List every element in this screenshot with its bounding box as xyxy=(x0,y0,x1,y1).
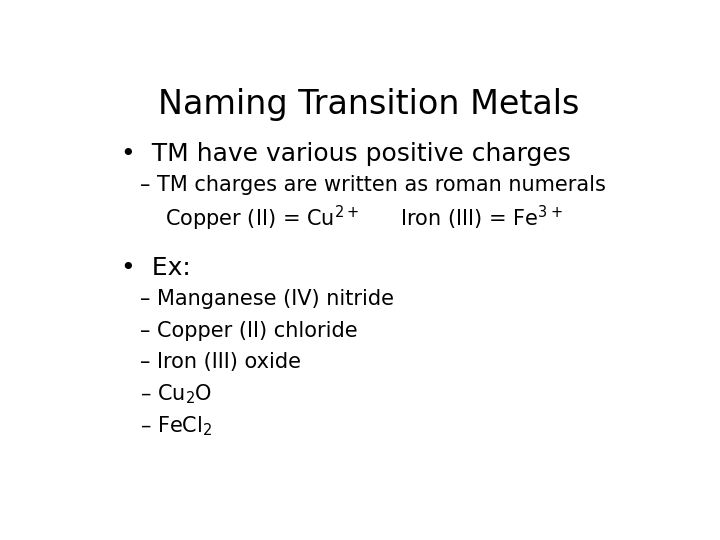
Text: – FeCl$_2$: – FeCl$_2$ xyxy=(140,414,212,438)
Text: – Copper (II) chloride: – Copper (II) chloride xyxy=(140,321,358,341)
Text: Copper (II) = Cu$^{2+}$: Copper (II) = Cu$^{2+}$ xyxy=(166,204,359,233)
Text: Iron (III) = Fe$^{3+}$: Iron (III) = Fe$^{3+}$ xyxy=(400,204,562,232)
Text: – Iron (III) oxide: – Iron (III) oxide xyxy=(140,352,301,372)
Text: – Manganese (IV) nitride: – Manganese (IV) nitride xyxy=(140,289,395,309)
Text: •  TM have various positive charges: • TM have various positive charges xyxy=(121,141,570,166)
Text: – TM charges are written as roman numerals: – TM charges are written as roman numera… xyxy=(140,175,606,195)
Text: Naming Transition Metals: Naming Transition Metals xyxy=(158,87,580,120)
Text: •  Ex:: • Ex: xyxy=(121,256,190,280)
Text: – Cu$_2$O: – Cu$_2$O xyxy=(140,383,212,407)
